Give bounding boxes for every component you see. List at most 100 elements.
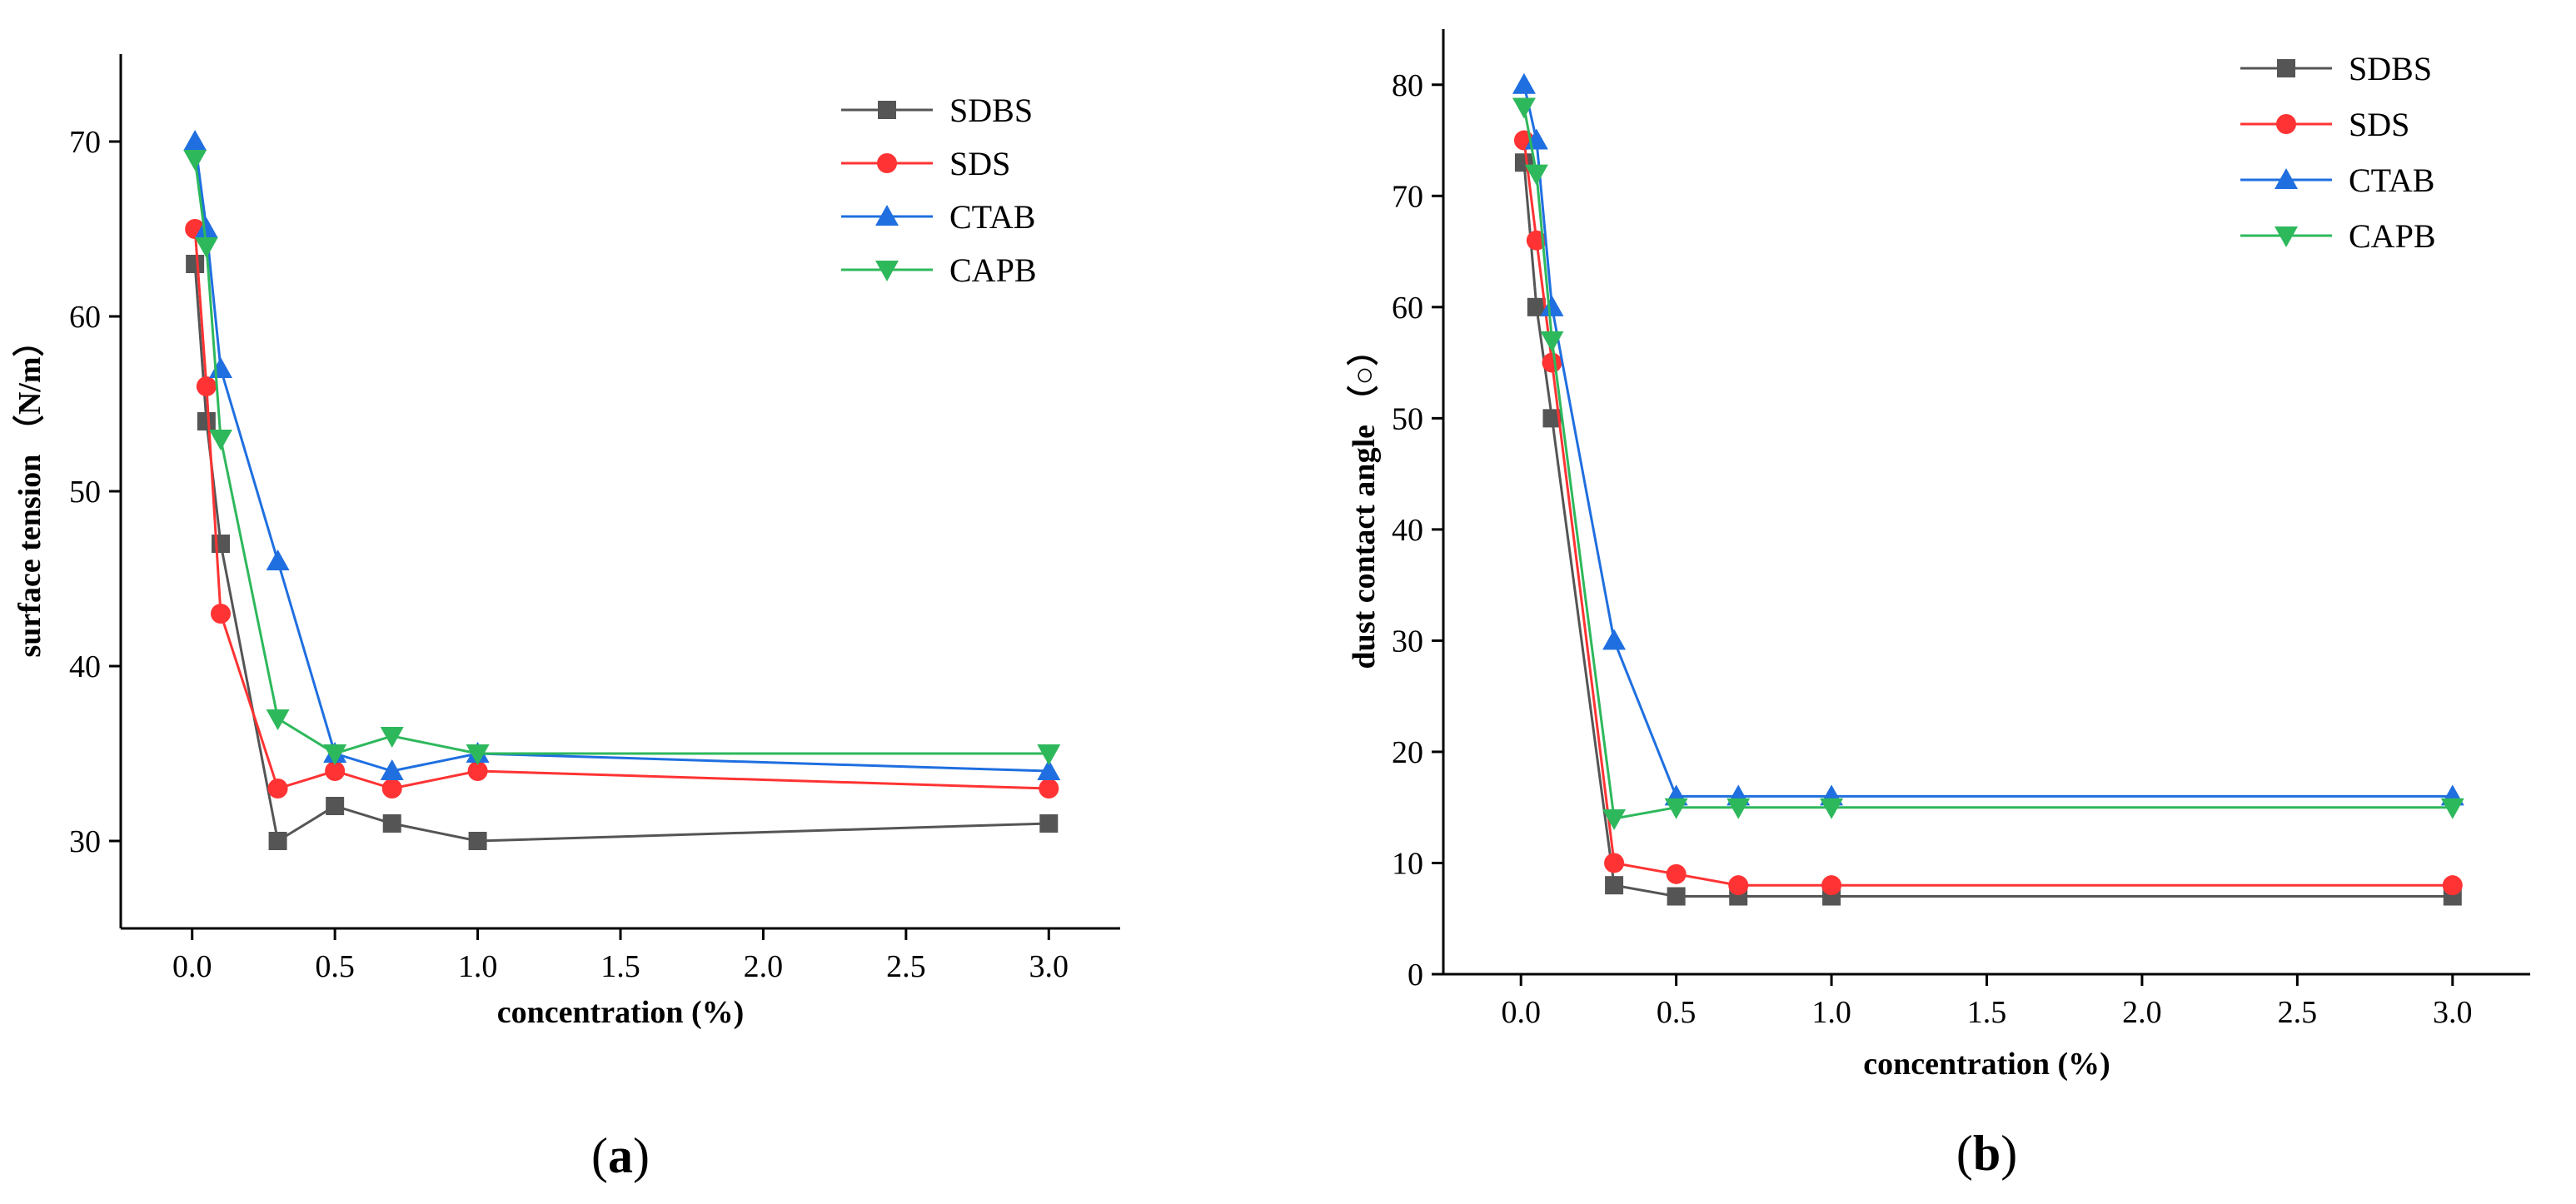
y-tick-label: 30	[69, 824, 101, 859]
x-tick-label: 1.0	[458, 949, 498, 984]
legend-marker-sdbs	[878, 101, 896, 119]
data-point-sds	[211, 604, 231, 624]
x-tick-label: 0.5	[1657, 995, 1697, 1030]
data-point-ctab	[380, 759, 404, 780]
data-point-capb	[1524, 164, 1548, 186]
legend-label-ctab: CTAB	[949, 198, 1035, 236]
x-tick-label: 3.0	[1029, 949, 1069, 984]
data-point-capb	[266, 709, 290, 730]
legend-label-sdbs: SDBS	[949, 92, 1033, 129]
data-point-ctab	[194, 217, 218, 238]
data-point-ctab	[209, 357, 232, 378]
caption-letter: a	[608, 1128, 633, 1183]
legend-label-capb: CAPB	[949, 251, 1037, 289]
series-line-sdbs	[1522, 162, 2453, 898]
data-point-capb	[380, 727, 404, 748]
x-axis-label: concentration (%)	[497, 995, 745, 1030]
legend-label-sdbs: SDBS	[2349, 50, 2432, 87]
data-point-sds	[1542, 352, 1562, 373]
y-tick-label: 40	[69, 649, 101, 684]
data-point-sdbs	[268, 832, 287, 850]
data-point-capb	[1512, 97, 1536, 119]
data-point-ctab	[1602, 629, 1627, 650]
x-tick-label: 0.5	[315, 949, 355, 984]
y-axis-label: dust contact angle （○）	[1347, 335, 1382, 669]
data-point-sdbs	[1605, 876, 1624, 895]
data-point-capb	[183, 150, 207, 171]
panel-caption: (b)	[1956, 1126, 2017, 1181]
y-tick-label: 0	[1408, 958, 1423, 993]
series-line-sds	[1522, 140, 2453, 887]
data-point-sdbs	[468, 832, 487, 850]
legend-label-ctab: CTAB	[2349, 162, 2434, 199]
caption-open-paren: (	[591, 1128, 608, 1183]
data-point-sdbs	[382, 814, 401, 833]
data-point-capb	[1664, 798, 1688, 819]
y-axis-label: surface tension （N/m）	[12, 326, 47, 658]
data-point-capb	[466, 744, 490, 765]
data-point-ctab	[1512, 72, 1536, 94]
data-point-sds	[1728, 875, 1749, 896]
data-point-capb	[1037, 744, 1061, 765]
legend-marker-ctab	[875, 205, 899, 226]
legend-marker-sds	[877, 153, 897, 173]
data-point-capb	[1602, 809, 1627, 831]
chart-panel-a: 0.0 0.5 1.0 1.5 2.0 2.5 3.0 30 40 50 60 70 concentra…	[12, 54, 1120, 1183]
data-point-sdbs	[1527, 297, 1546, 316]
data-point-ctab	[183, 130, 207, 151]
data-point-sdbs	[1542, 409, 1562, 428]
x-tick-label: 2.5	[886, 949, 926, 984]
data-point-sds	[267, 779, 288, 799]
data-point-sds	[325, 761, 346, 781]
panel-caption: (a)	[591, 1128, 650, 1183]
data-point-sds	[196, 376, 217, 396]
data-point-capb	[2440, 798, 2464, 819]
legend: SDBS SDS CTAB CAPB	[2240, 50, 2436, 255]
data-point-sds	[2442, 875, 2463, 896]
y-tick-label: 70	[69, 125, 101, 160]
data-point-sdbs	[326, 797, 345, 815]
y-tick-label: 50	[1392, 401, 1423, 436]
legend-label-sds: SDS	[949, 145, 1010, 182]
series-line-capb	[1522, 107, 2453, 820]
data-point-ctab	[266, 550, 290, 570]
y-tick-label: 30	[1392, 624, 1423, 659]
x-tick-label: 0.0	[1501, 995, 1541, 1030]
caption-close-paren: )	[633, 1128, 650, 1183]
x-axis-label: concentration (%)	[1863, 1047, 2110, 1082]
legend-marker-capb	[2275, 226, 2298, 247]
chart-panel-b: 0.0 0.5 1.0 1.5 2.0 2.5 3.0 0 10 20 30 40 50 60 70 80 co…	[1347, 29, 2530, 1181]
x-tick-label: 1.5	[1967, 995, 2007, 1030]
data-point-capb	[209, 430, 232, 450]
legend: SDBS SDS CTAB CAPB	[841, 92, 1037, 289]
legend-label-capb: CAPB	[2349, 217, 2436, 255]
data-point-ctab	[1540, 295, 1564, 316]
x-tick-label: 2.0	[744, 949, 784, 984]
series-line-ctab	[193, 141, 1049, 773]
x-tick-label: 1.5	[600, 949, 640, 984]
data-point-sds	[1039, 779, 1059, 799]
data-point-sdbs	[1039, 814, 1059, 833]
series-line-capb	[193, 158, 1049, 755]
x-tick-label: 2.5	[2278, 995, 2318, 1030]
data-point-sdbs	[212, 535, 230, 553]
data-point-capb	[323, 744, 347, 765]
x-tick-label: 2.0	[2122, 995, 2162, 1030]
series-sdbs	[186, 255, 1059, 850]
series-ctab	[183, 130, 1061, 780]
y-tick-label: 60	[1392, 291, 1423, 326]
y-tick-label: 20	[1392, 735, 1423, 770]
caption-letter: b	[1973, 1126, 2001, 1181]
y-tick-label: 50	[69, 475, 101, 510]
y-tick-label: 60	[69, 300, 101, 335]
legend-marker-sds	[2276, 114, 2296, 134]
data-point-sdbs	[186, 255, 205, 273]
series-line-sds	[193, 228, 1049, 790]
series-ctab	[1512, 72, 2464, 806]
series-sdbs	[1514, 153, 2462, 906]
data-point-sds	[1604, 853, 1625, 873]
data-point-ctab	[1037, 759, 1061, 780]
series-capb	[1512, 97, 2464, 831]
x-tick-label: 3.0	[2433, 995, 2473, 1030]
